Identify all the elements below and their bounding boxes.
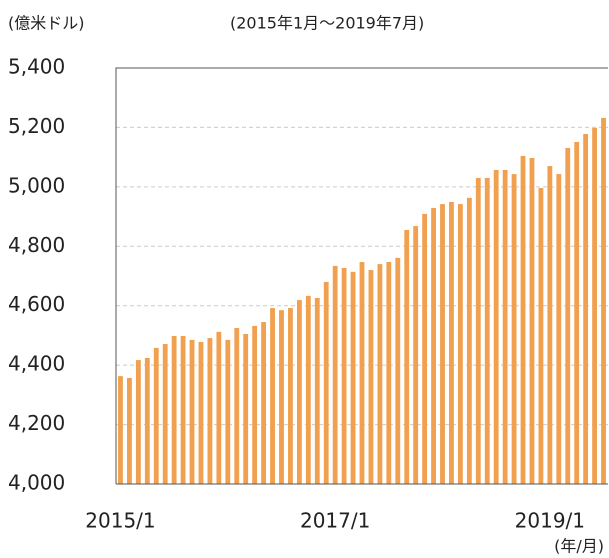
bar [171, 336, 177, 484]
bar [440, 204, 445, 484]
bar [520, 155, 526, 484]
bar [511, 174, 517, 484]
bar [431, 207, 436, 484]
bar [529, 158, 535, 484]
bar [395, 257, 401, 484]
bar [162, 344, 168, 484]
bar [296, 300, 302, 484]
bar [449, 202, 454, 485]
y-tick-label: 5,000 [8, 173, 65, 197]
bar [261, 322, 267, 484]
bar [198, 341, 204, 484]
bar [368, 270, 374, 484]
bar [359, 262, 365, 484]
bar [538, 188, 544, 484]
bar [413, 226, 419, 484]
bar [252, 325, 258, 484]
bar [404, 229, 410, 484]
bar [135, 360, 141, 484]
y-tick-label: 4,000 [8, 471, 65, 495]
bar [234, 328, 240, 484]
bar [216, 331, 222, 484]
x-axis-label: (年/月) [554, 537, 604, 556]
bar [592, 128, 597, 484]
y-tick-label: 4,400 [8, 352, 65, 376]
bar [422, 213, 428, 484]
bar [144, 358, 150, 484]
bar [225, 339, 231, 484]
subtitle: (2015年1月〜2019年7月) [230, 14, 424, 33]
plot-frame [115, 67, 608, 484]
bar [153, 347, 159, 484]
bar [323, 281, 329, 484]
y-tick-label: 4,800 [8, 233, 65, 257]
bar [565, 147, 571, 484]
bar [457, 204, 463, 484]
bar [547, 166, 553, 485]
x-tick-label: 2017/1 [300, 509, 370, 533]
bar [332, 265, 338, 484]
bar [305, 295, 311, 484]
bar [118, 376, 123, 484]
bar [180, 336, 186, 484]
bar [207, 338, 213, 484]
y-tick-label: 5,400 [8, 55, 65, 79]
bar [493, 169, 499, 485]
bar [350, 271, 356, 484]
bar [502, 169, 508, 485]
bar [377, 264, 383, 484]
y-axis-label: (億米ドル) [8, 14, 85, 33]
x-tick-label: 2019/1 [515, 509, 585, 533]
bar [270, 308, 275, 484]
bar [288, 308, 293, 484]
bar [556, 174, 562, 484]
bar [279, 310, 284, 484]
y-tick-label: 5,200 [8, 114, 65, 138]
bar [601, 117, 606, 485]
bar [386, 262, 392, 484]
y-tick-label: 4,200 [8, 411, 65, 435]
bar [574, 141, 580, 484]
bar [314, 297, 320, 484]
bar [189, 339, 195, 484]
bar [484, 177, 490, 484]
bar [243, 333, 249, 484]
bar [127, 377, 132, 484]
x-tick-label: 2015/1 [85, 509, 155, 533]
bar [583, 133, 589, 485]
bar [475, 177, 481, 484]
y-tick-label: 4,600 [8, 292, 65, 316]
bar [466, 197, 472, 484]
bar [341, 267, 347, 484]
